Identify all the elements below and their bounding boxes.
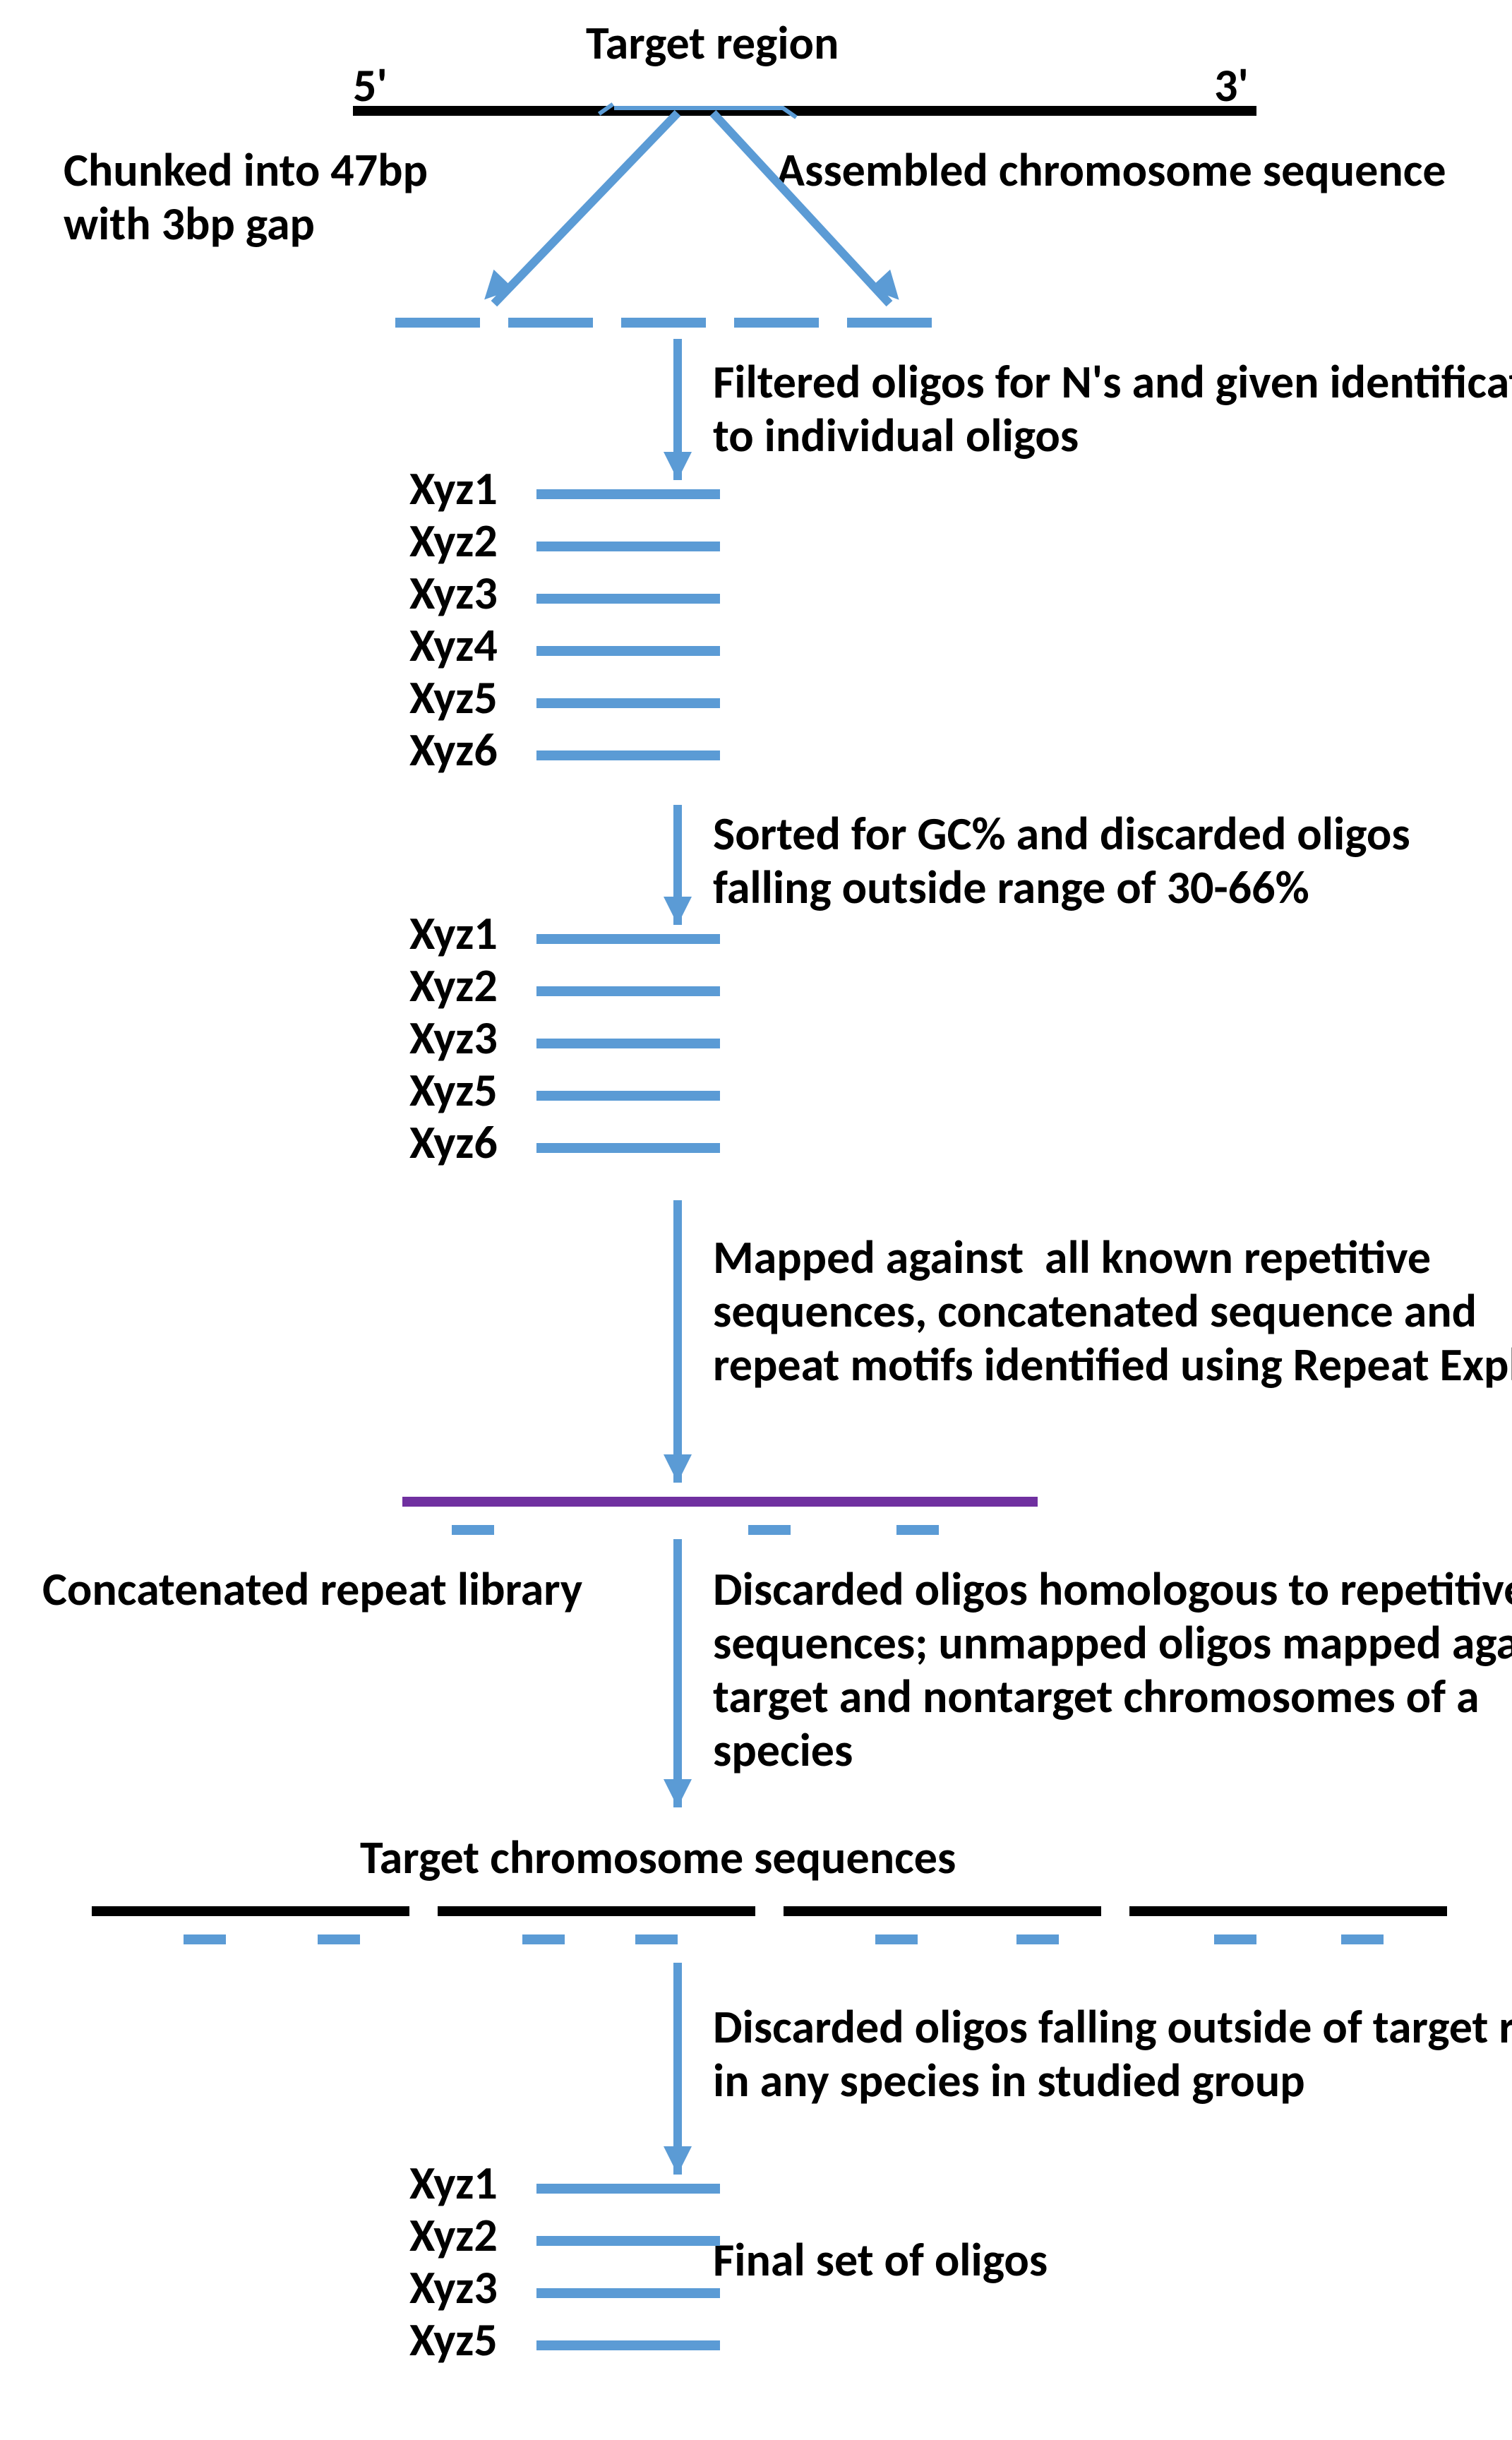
list3-label-1: Xyz2 <box>409 2206 498 2263</box>
list1-label-3: Xyz4 <box>409 616 498 674</box>
chunk: with 3bp gap <box>64 195 315 252</box>
discard1: target and nontarget chromosomes of a <box>713 1668 1480 1725</box>
list3-label-0: Xyz1 <box>409 2154 498 2211</box>
list2-bar-2 <box>536 1039 720 1048</box>
chrom-top <box>353 106 1256 116</box>
arrow-a5 <box>673 1963 682 2175</box>
map: repeat motifs identified using Repeat Ex… <box>713 1336 1512 1393</box>
list3-label-3: Xyz5 <box>409 2311 498 2368</box>
discard1: sequences; unmapped oligos mapped agains… <box>713 1614 1512 1671</box>
tgt-2 <box>438 1906 755 1916</box>
arrowhead-fork-left <box>474 270 515 310</box>
list1-label-1: Xyz2 <box>409 512 498 569</box>
discard2: Discarded oligos falling outside of targ… <box>713 1998 1512 2055</box>
chunk: Chunked into 47bp <box>64 141 428 198</box>
tgt-hits-5 <box>1016 1934 1059 1944</box>
chunk-dash-2 <box>621 318 706 328</box>
list1-bar-5 <box>536 750 720 760</box>
list2-bar-4 <box>536 1143 720 1153</box>
list3-label-2: Xyz3 <box>409 2259 498 2316</box>
list1-bar-3 <box>536 646 720 656</box>
arrowhead-a1 <box>664 452 692 480</box>
list1-bar-2 <box>536 594 720 604</box>
map: Mapped against all known repetitive <box>713 1228 1431 1286</box>
list3-bar-0 <box>536 2184 720 2194</box>
five-prime: 5' <box>353 56 388 114</box>
tgt-hits-1 <box>318 1934 360 1944</box>
repeat-hits-0 <box>452 1525 494 1535</box>
title: Target region <box>586 14 839 71</box>
list2-label-0: Xyz1 <box>409 904 498 962</box>
discard1: species <box>713 1721 853 1778</box>
tgt-hits-3 <box>635 1934 678 1944</box>
list2-bar-1 <box>536 986 720 996</box>
list1-bar-4 <box>536 698 720 708</box>
arrow-fork-left <box>491 110 681 306</box>
filter: to individual oligos <box>713 407 1079 464</box>
list1-label-2: Xyz3 <box>409 564 498 621</box>
list1-bar-1 <box>536 542 720 551</box>
discard2: in any species in studied group <box>713 2052 1305 2109</box>
filter: Filtered oligos for N's and given identi… <box>713 353 1512 410</box>
list1-label-5: Xyz6 <box>409 721 498 778</box>
arrowhead-fork-right <box>870 270 910 310</box>
repeat-hits-1 <box>748 1525 791 1535</box>
diagram-root: Target region 5' 3' Chunked into 47bpwith 3… <box>0 0 1512 2440</box>
arrowhead-a2 <box>664 897 692 925</box>
list2-label-4: Xyz6 <box>409 1113 498 1171</box>
tgt-3 <box>784 1906 1101 1916</box>
discard1: Discarded oligos homologous to repetitiv… <box>713 1560 1512 1617</box>
arrowhead-a5 <box>664 2146 692 2175</box>
list3-bar-1 <box>536 2236 720 2246</box>
asm: Assembled chromosome sequence <box>776 141 1446 198</box>
list1-bar-0 <box>536 489 720 499</box>
gc: falling outside range of 30-66% <box>713 859 1309 916</box>
chunk-dash-4 <box>847 318 932 328</box>
list1-label-0: Xyz1 <box>409 460 498 517</box>
list2-label-3: Xyz5 <box>409 1061 498 1118</box>
map: sequences, concatenated sequence and <box>713 1282 1477 1339</box>
arrow-fork-right <box>710 110 893 306</box>
arrow-a4 <box>673 1539 682 1807</box>
concat: Concatenated repeat library <box>42 1560 582 1617</box>
list3-bar-2 <box>536 2288 720 2298</box>
chunk-dash-1 <box>508 318 593 328</box>
list1-label-4: Xyz5 <box>409 669 498 726</box>
target-seq: Target chromosome sequences <box>360 1829 956 1886</box>
repeat-lib <box>402 1497 1038 1507</box>
tgt-hits-7 <box>1341 1934 1384 1944</box>
arrowhead-a3 <box>664 1454 692 1483</box>
list2-bar-3 <box>536 1091 720 1101</box>
tgt-4 <box>1129 1906 1447 1916</box>
tgt-hits-4 <box>875 1934 918 1944</box>
tgt-hits-0 <box>184 1934 226 1944</box>
list2-label-2: Xyz3 <box>409 1009 498 1066</box>
chunk-dash-0 <box>395 318 480 328</box>
gc: Sorted for GC% and discarded oligos <box>713 805 1410 862</box>
tgt-hits-2 <box>522 1934 565 1944</box>
repeat-hits-2 <box>896 1525 939 1535</box>
list2-label-1: Xyz2 <box>409 957 498 1014</box>
chunk-dash-3 <box>734 318 819 328</box>
target-region-bracket-top <box>614 106 784 110</box>
tgt-1 <box>92 1906 409 1916</box>
final: Final set of oligos <box>713 2231 1048 2288</box>
list2-bar-0 <box>536 934 720 944</box>
tgt-hits-6 <box>1214 1934 1256 1944</box>
three-prime: 3' <box>1214 56 1249 114</box>
arrowhead-a4 <box>664 1779 692 1807</box>
arrow-a3 <box>673 1200 682 1483</box>
list3-bar-3 <box>536 2340 720 2350</box>
